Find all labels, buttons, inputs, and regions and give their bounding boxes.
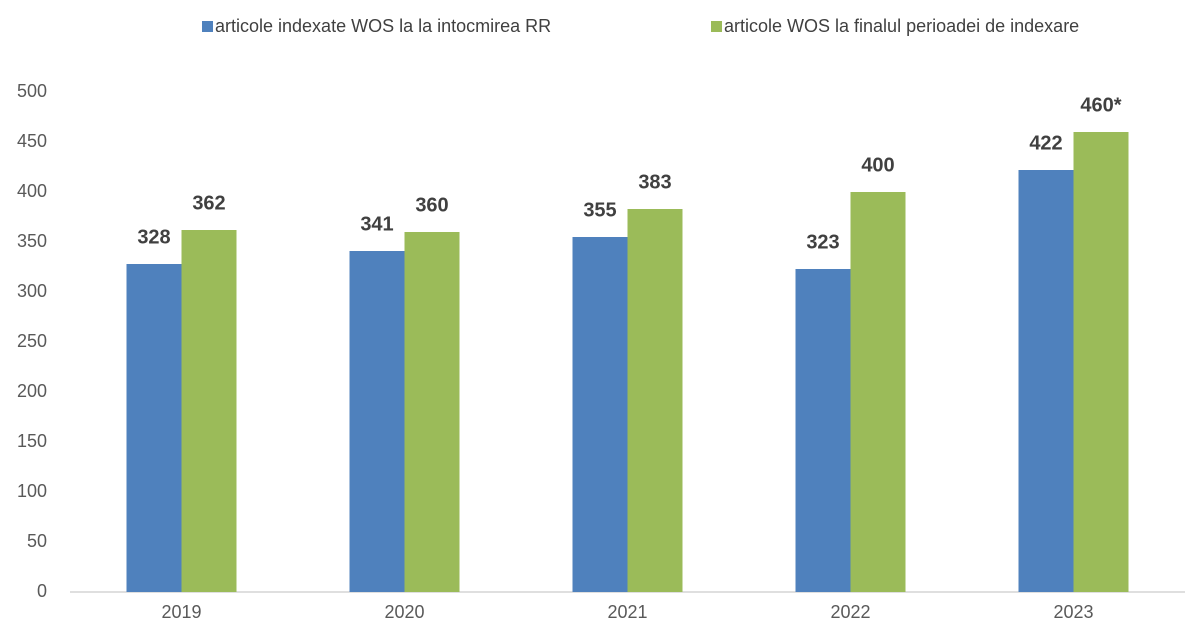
value-label: 362	[192, 192, 225, 214]
x-tick-label: 2021	[607, 602, 647, 622]
bar	[181, 230, 237, 592]
value-label: 400	[861, 154, 894, 176]
y-tick-label: 350	[17, 231, 47, 251]
bar	[126, 264, 182, 592]
value-label: 422	[1029, 132, 1062, 154]
value-label: 341	[360, 213, 393, 235]
value-label: 460*	[1080, 94, 1121, 116]
legend-swatch	[202, 21, 213, 32]
x-tick-label: 2020	[384, 602, 424, 622]
bar	[1073, 132, 1129, 592]
bar	[850, 192, 906, 592]
bar	[1018, 170, 1074, 592]
x-tick-label: 2019	[161, 602, 201, 622]
bar	[572, 237, 628, 592]
y-tick-label: 100	[17, 481, 47, 501]
legend-label: articole indexate WOS la la intocmirea R…	[215, 16, 551, 36]
bar	[795, 269, 851, 592]
legend-label: articole WOS la finalul perioadei de ind…	[724, 16, 1079, 36]
y-tick-label: 200	[17, 381, 47, 401]
y-tick-label: 300	[17, 281, 47, 301]
y-tick-label: 0	[37, 581, 47, 601]
y-tick-label: 250	[17, 331, 47, 351]
x-tick-label: 2022	[830, 602, 870, 622]
y-tick-label: 150	[17, 431, 47, 451]
y-tick-label: 450	[17, 131, 47, 151]
y-tick-label: 50	[27, 531, 47, 551]
bar	[404, 232, 460, 592]
bar	[627, 209, 683, 592]
value-label: 328	[137, 226, 170, 248]
bar	[349, 251, 405, 592]
x-tick-label: 2023	[1053, 602, 1093, 622]
value-label: 323	[806, 231, 839, 253]
y-tick-label: 400	[17, 181, 47, 201]
y-tick-label: 500	[17, 81, 47, 101]
value-label: 355	[583, 199, 616, 221]
value-label: 383	[638, 171, 671, 193]
legend-swatch	[711, 21, 722, 32]
value-label: 360	[415, 194, 448, 216]
